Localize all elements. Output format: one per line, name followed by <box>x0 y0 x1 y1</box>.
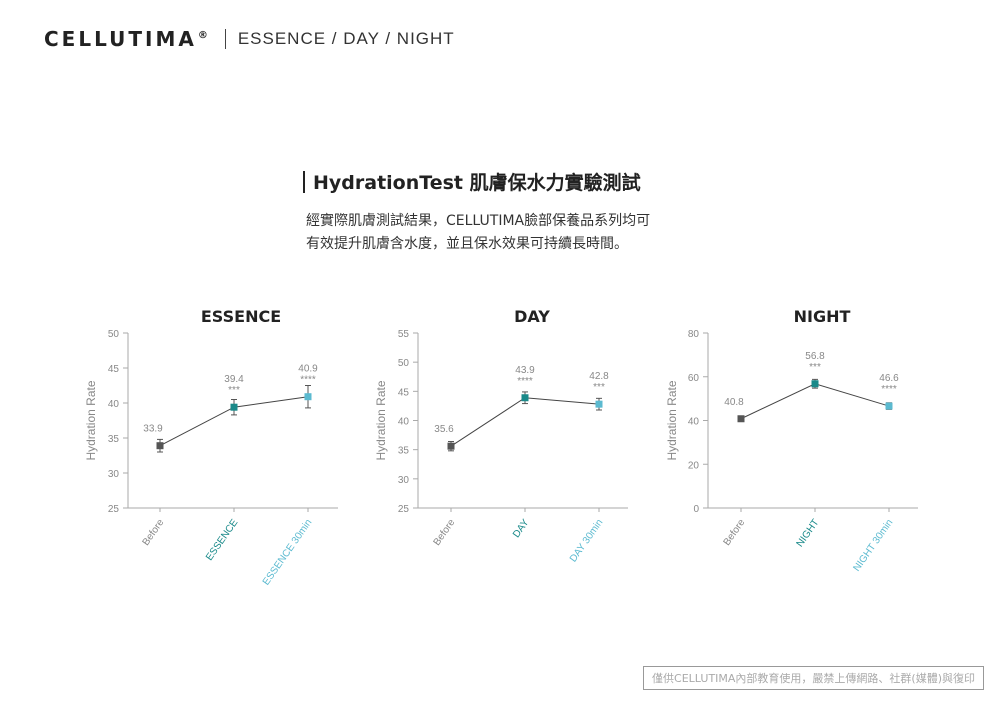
y-tick-label: 55 <box>398 329 410 340</box>
significance-label: **** <box>881 384 897 395</box>
data-point <box>885 402 893 410</box>
chart-title: ESSENCE <box>201 307 281 326</box>
x-tick-label: ESSENCE <box>204 517 241 563</box>
data-label: 40.9 <box>298 364 318 375</box>
y-tick-label: 40 <box>108 399 120 410</box>
data-point <box>521 394 529 402</box>
y-tick-label: 35 <box>398 446 410 457</box>
data-label: 46.6 <box>879 373 899 384</box>
y-tick-label: 30 <box>108 469 120 480</box>
x-tick-label: NIGHT <box>795 517 822 549</box>
data-point <box>447 442 455 450</box>
y-tick-label: 30 <box>398 475 410 486</box>
y-tick-label: 0 <box>693 504 699 515</box>
significance-label: *** <box>228 385 240 396</box>
y-tick-label: 35 <box>108 434 120 445</box>
y-tick-label: 50 <box>398 358 410 369</box>
x-tick-label: DAY 30min <box>568 517 605 564</box>
y-tick-label: 80 <box>688 329 700 340</box>
data-point <box>156 442 164 450</box>
data-label: 43.9 <box>515 365 535 376</box>
chart-essence: ESSENCE Hydration Rate 25 30 35 40 45 50 Before E… <box>84 307 338 587</box>
header-divider <box>224 29 226 49</box>
y-axis-label: Hydration Rate <box>84 380 98 460</box>
y-tick-label: 20 <box>688 460 700 471</box>
data-label: 56.8 <box>805 351 825 362</box>
footer-disclaimer: 僅供CELLUTIMA內部教育使用，嚴禁上傳網路、社群(媒體)與復印 <box>643 666 984 690</box>
y-tick-label: 40 <box>398 417 410 428</box>
significance-label: *** <box>593 382 605 393</box>
x-tick-label: Before <box>722 517 748 548</box>
chart-title: NIGHT <box>794 307 851 326</box>
x-tick-label: Before <box>432 517 458 548</box>
x-tick-label: DAY <box>511 517 532 540</box>
data-label: 35.6 <box>434 424 454 435</box>
description-line-1: 經實際肌膚測試結果，CELLUTIMA臉部保養品系列均可 <box>306 213 651 229</box>
chart-night: NIGHT Hydration Rate 0 20 40 60 80 Before NIGHT N… <box>665 307 918 574</box>
description-line-2: 有效提升肌膚含水度，並且保水效果可持續長時間。 <box>306 236 628 252</box>
data-point <box>811 380 819 388</box>
significance-label: **** <box>517 376 533 387</box>
y-tick-label: 40 <box>688 417 700 428</box>
title-bar <box>303 170 305 193</box>
charts-area: ESSENCE Hydration Rate 25 30 35 40 45 50 Before E… <box>84 307 918 587</box>
section-title-text: HydrationTest 肌膚保水力實驗測試 <box>313 172 641 194</box>
series-line <box>450 397 600 447</box>
header: CELLUTIMA® ESSENCE / DAY / NIGHT <box>44 24 455 54</box>
data-point <box>737 415 745 423</box>
x-tick-label: NIGHT 30min <box>851 517 895 573</box>
chart-day: DAY Hydration Rate 25 30 35 40 45 50 55 Before DAY… <box>374 307 628 564</box>
data-point <box>304 393 312 401</box>
data-label: 40.8 <box>724 397 744 408</box>
data-label: 33.9 <box>143 424 163 435</box>
significance-label: **** <box>300 375 316 386</box>
data-label: 42.8 <box>589 371 609 382</box>
y-axis-label: Hydration Rate <box>665 380 679 460</box>
x-tick-label: ESSENCE 30min <box>261 517 315 587</box>
brand-logo: CELLUTIMA® <box>44 27 211 51</box>
y-tick-label: 45 <box>108 364 120 375</box>
x-tick-label: Before <box>141 517 167 548</box>
section-title: HydrationTest 肌膚保水力實驗測試 <box>303 168 641 195</box>
description: 經實際肌膚測試結果，CELLUTIMA臉部保養品系列均可 有效提升肌膚含水度，並… <box>306 210 650 256</box>
series-line <box>740 383 890 420</box>
data-label: 39.4 <box>224 374 244 385</box>
y-axis-label: Hydration Rate <box>374 380 388 460</box>
chart-title: DAY <box>514 307 550 326</box>
y-tick-label: 45 <box>398 387 410 398</box>
y-tick-label: 50 <box>108 329 120 340</box>
header-subtitle: ESSENCE / DAY / NIGHT <box>237 29 455 48</box>
y-tick-label: 25 <box>108 504 120 515</box>
y-tick-label: 25 <box>398 504 410 515</box>
y-tick-label: 60 <box>688 373 700 384</box>
data-point <box>230 403 238 411</box>
data-point <box>595 400 603 408</box>
significance-label: *** <box>809 362 821 373</box>
